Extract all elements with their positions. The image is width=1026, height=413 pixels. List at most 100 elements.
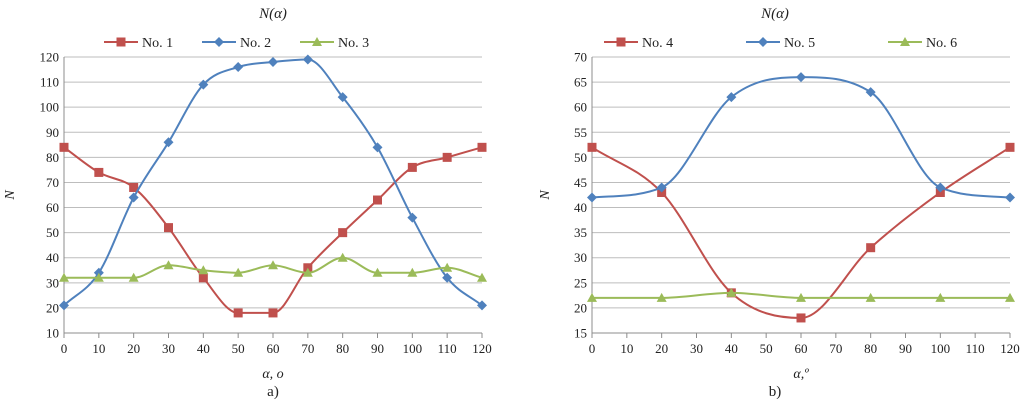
data-point bbox=[796, 292, 806, 302]
data-point bbox=[128, 192, 139, 203]
x-axis-label: α, o bbox=[262, 367, 283, 382]
data-point bbox=[128, 272, 139, 282]
x-tick-label: 50 bbox=[760, 341, 773, 356]
y-tick-label: 80 bbox=[46, 150, 59, 165]
data-point bbox=[477, 300, 487, 311]
data-point bbox=[303, 263, 313, 273]
data-point bbox=[268, 308, 278, 318]
x-tick-label: 110 bbox=[966, 341, 985, 356]
data-point bbox=[726, 287, 737, 297]
data-point bbox=[233, 308, 243, 318]
x-tick-label: 0 bbox=[61, 341, 68, 356]
data-point bbox=[268, 260, 278, 270]
y-tick-label: 45 bbox=[574, 175, 587, 190]
data-point bbox=[656, 182, 667, 193]
y-tick-label: 60 bbox=[574, 100, 587, 115]
data-point bbox=[93, 267, 104, 278]
x-tick-label: 10 bbox=[92, 341, 105, 356]
x-axis-label: α,º bbox=[793, 367, 809, 382]
data-point bbox=[268, 57, 278, 68]
y-tick-label: 70 bbox=[46, 175, 59, 190]
x-tick-label: 20 bbox=[127, 341, 140, 356]
x-tick-label: 90 bbox=[371, 341, 384, 356]
legend-entry: No. 1 bbox=[104, 36, 173, 51]
x-tick-label: 120 bbox=[1000, 341, 1020, 356]
x-tick-label: 60 bbox=[267, 341, 280, 356]
data-point bbox=[477, 142, 487, 152]
legend-marker bbox=[116, 37, 126, 47]
data-point bbox=[164, 223, 173, 233]
data-point bbox=[442, 272, 453, 283]
y-tick-label: 60 bbox=[46, 200, 59, 215]
legend-label: No. 5 bbox=[784, 36, 815, 51]
data-point bbox=[373, 195, 382, 205]
y-tick-label: 55 bbox=[574, 125, 587, 140]
data-point bbox=[59, 272, 69, 282]
x-tick-label: 70 bbox=[829, 341, 842, 356]
x-tick-label: 60 bbox=[795, 341, 808, 356]
data-point bbox=[407, 267, 418, 277]
data-point bbox=[302, 267, 313, 277]
y-tick-label: 25 bbox=[574, 275, 587, 290]
data-point bbox=[94, 167, 104, 177]
y-tick-label: 10 bbox=[46, 326, 59, 341]
data-point bbox=[198, 273, 208, 283]
x-tick-label: 50 bbox=[232, 341, 245, 356]
legend-marker bbox=[214, 37, 224, 47]
y-axis-label: N bbox=[3, 190, 18, 201]
data-point bbox=[93, 272, 104, 282]
y-tick-label: 100 bbox=[40, 100, 60, 115]
x-tick-label: 40 bbox=[197, 341, 210, 356]
x-tick-label: 30 bbox=[690, 341, 703, 356]
data-point bbox=[656, 292, 667, 302]
x-tick-label: 110 bbox=[438, 341, 457, 356]
x-tick-label: 80 bbox=[864, 341, 877, 356]
y-tick-label: 35 bbox=[574, 225, 587, 240]
data-point bbox=[163, 260, 174, 270]
series-no-1 bbox=[59, 142, 487, 318]
legend-entry: No. 4 bbox=[604, 36, 673, 51]
data-point bbox=[865, 292, 876, 302]
y-tick-label: 40 bbox=[574, 200, 587, 215]
legend-label: No. 2 bbox=[240, 36, 271, 51]
data-point bbox=[337, 252, 348, 262]
data-point bbox=[1005, 142, 1015, 152]
y-tick-label: 50 bbox=[46, 225, 59, 240]
chart-title: N(α) bbox=[258, 6, 287, 22]
legend-entry: No. 3 bbox=[300, 36, 369, 51]
legend-marker bbox=[758, 37, 768, 47]
chart-b: 15 20 25 30 35 40 45 50 55 60 65 70 0 10 20 30 40 50 60 70 8… bbox=[538, 6, 1020, 400]
data-point bbox=[129, 182, 139, 192]
data-point bbox=[726, 92, 737, 103]
x-tick-label: 90 bbox=[899, 341, 912, 356]
x-tick-label: 10 bbox=[620, 341, 633, 356]
y-tick-label: 20 bbox=[46, 300, 59, 315]
legend-entry: No. 6 bbox=[888, 36, 957, 51]
data-point bbox=[587, 292, 597, 302]
x-tick-label: 30 bbox=[162, 341, 175, 356]
x-tick-label: 70 bbox=[301, 341, 314, 356]
data-point bbox=[233, 62, 244, 73]
data-point bbox=[796, 313, 806, 323]
chart-caption: b) bbox=[769, 384, 782, 400]
x-tick-label: 0 bbox=[589, 341, 596, 356]
data-point bbox=[866, 243, 876, 253]
data-point bbox=[372, 267, 383, 277]
legend-entry: No. 2 bbox=[202, 36, 271, 51]
x-tick-label: 100 bbox=[931, 341, 951, 356]
y-tick-label: 110 bbox=[40, 75, 59, 90]
x-tick-label: 40 bbox=[725, 341, 738, 356]
legend-marker bbox=[900, 37, 910, 46]
chart-caption: a) bbox=[267, 384, 279, 400]
y-tick-label: 50 bbox=[574, 150, 587, 165]
y-tick-label: 20 bbox=[574, 300, 587, 315]
series-no-2 bbox=[59, 54, 487, 311]
data-point bbox=[442, 262, 453, 272]
x-tick-label: 80 bbox=[336, 341, 349, 356]
data-point bbox=[372, 142, 383, 153]
data-point bbox=[587, 192, 597, 203]
legend-entry: No. 5 bbox=[746, 36, 815, 51]
data-point bbox=[1005, 292, 1015, 302]
